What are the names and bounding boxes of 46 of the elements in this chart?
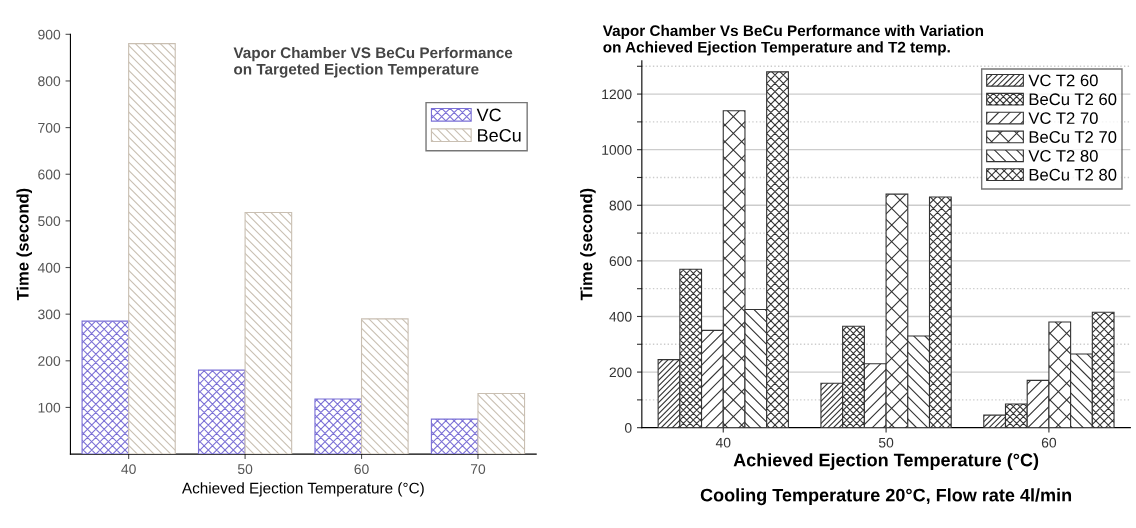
x-tick-label: 50 xyxy=(237,464,253,474)
bar xyxy=(314,398,363,455)
bar xyxy=(244,211,293,455)
text: Vapor Chamber VS BeCu Performance on Targeted Ejection Temperature xyxy=(233,46,513,78)
legend-label: VC T2 70 xyxy=(1028,112,1098,125)
y-tick-label: 600 xyxy=(609,256,632,267)
x-tick-label: 40 xyxy=(121,464,136,474)
y-tick-label: 300 xyxy=(38,309,61,320)
y-tick-label: 700 xyxy=(38,122,61,133)
legend-label: VC T2 80 xyxy=(1028,149,1098,162)
legend-label: VC T2 60 xyxy=(1028,74,1098,87)
y-tick-label: 1200 xyxy=(602,89,632,100)
y-tick-label: 1000 xyxy=(602,145,632,155)
x-tick-label: 40 xyxy=(715,437,731,448)
y-tick-label: 800 xyxy=(609,200,632,211)
y-tick-label: 500 xyxy=(38,216,61,227)
y-axis-title: Time (second) xyxy=(580,188,596,301)
x-tick-label: 70 xyxy=(470,464,486,474)
y-tick-label: 900 xyxy=(38,29,61,40)
text: Cooling Temperature 20°C, Flow rate 4l/min xyxy=(700,488,1072,506)
bar xyxy=(128,43,176,455)
y-tick-label: 200 xyxy=(38,356,61,366)
legend-label: BeCu T2 60 xyxy=(1029,93,1117,106)
y-tick-label: 400 xyxy=(609,311,632,322)
bar xyxy=(81,320,130,455)
bar xyxy=(477,392,526,455)
y-tick-label: 600 xyxy=(38,169,61,180)
y-tick-label: 800 xyxy=(38,76,61,87)
legend-label: BeCu T2 80 xyxy=(1029,168,1117,181)
x-tick-label: 60 xyxy=(354,464,369,474)
y-tick-label: 100 xyxy=(38,402,61,413)
chart-title: Vapor Chamber Vs BeCu Performance with Variation on Achieved Ejection Temperature and T2 temp. xyxy=(602,24,984,56)
x-axis-title: Achieved Ejection Temperature (°C) xyxy=(733,453,1039,470)
bar xyxy=(197,369,246,455)
legend-label: BeCu xyxy=(478,128,521,142)
legend-label: BeCu T2 70 xyxy=(1029,131,1117,143)
y-tick-label: 0 xyxy=(624,423,632,433)
x-tick-label: 50 xyxy=(878,437,894,448)
legend-label: VC xyxy=(476,108,501,122)
y-axis-title: Time (second) xyxy=(16,188,32,301)
x-tick-label: 60 xyxy=(1041,437,1057,448)
x-axis-title: Achieved Ejection Temperature (°C) xyxy=(181,482,424,497)
bar xyxy=(360,318,409,455)
bar xyxy=(430,418,479,455)
y-tick-label: 400 xyxy=(37,262,61,273)
y-tick-label: 200 xyxy=(609,367,632,378)
